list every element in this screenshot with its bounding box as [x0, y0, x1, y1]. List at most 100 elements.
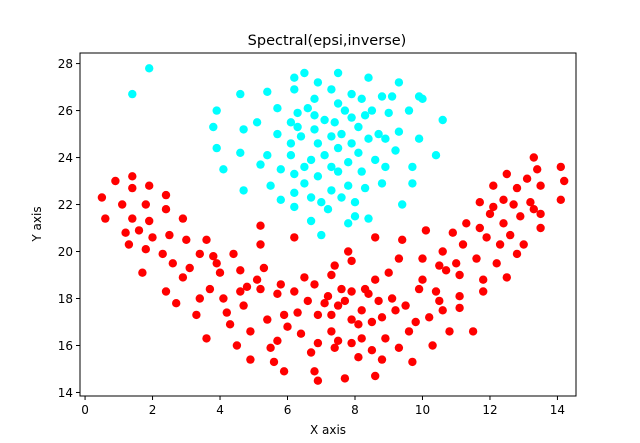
data-point-1-59 [279, 310, 289, 320]
data-point-0-2 [209, 122, 218, 132]
data-point-1-67 [306, 348, 316, 357]
data-point-1-56 [273, 336, 282, 345]
data-point-1-144 [489, 181, 498, 190]
data-point-0-37 [310, 94, 319, 104]
y-tick-label: 26 [58, 104, 73, 118]
data-point-1-103 [377, 313, 387, 322]
y-tick-label: 16 [58, 339, 73, 353]
data-point-1-15 [148, 233, 157, 242]
data-point-1-37 [222, 308, 231, 317]
data-point-0-79 [374, 129, 383, 139]
y-tick-label: 22 [58, 198, 73, 212]
data-point-0-76 [364, 214, 373, 223]
data-point-0-54 [333, 68, 343, 78]
data-point-0-30 [300, 162, 309, 172]
data-point-1-28 [195, 249, 204, 259]
data-point-0-10 [252, 118, 262, 127]
data-point-1-121 [431, 287, 441, 296]
data-point-1-3 [118, 200, 127, 209]
data-point-0-85 [387, 92, 397, 101]
data-point-0-69 [354, 148, 363, 157]
data-point-1-130 [455, 292, 464, 301]
data-point-0-19 [286, 118, 296, 127]
data-point-1-140 [479, 287, 488, 296]
data-point-0-6 [236, 89, 245, 99]
data-point-1-163 [536, 209, 545, 219]
data-point-1-107 [391, 306, 400, 315]
data-point-0-91 [408, 162, 417, 172]
data-point-0-60 [344, 158, 353, 167]
data-point-0-72 [360, 183, 370, 193]
data-point-0-43 [317, 230, 326, 240]
data-point-0-67 [350, 212, 360, 221]
data-point-1-5 [124, 240, 134, 249]
data-point-0-63 [347, 113, 356, 122]
data-point-1-149 [502, 273, 511, 282]
data-point-1-43 [239, 301, 248, 310]
data-point-0-51 [327, 186, 336, 195]
data-point-1-96 [367, 346, 377, 355]
data-point-1-137 [475, 198, 484, 207]
data-point-1-146 [495, 240, 505, 249]
data-point-1-101 [374, 296, 383, 306]
data-point-0-56 [333, 167, 343, 176]
data-point-1-151 [506, 230, 515, 240]
data-point-0-86 [391, 146, 400, 155]
data-point-0-78 [371, 155, 380, 165]
series-1 [97, 153, 569, 385]
data-point-1-49 [256, 240, 265, 249]
data-point-1-77 [327, 270, 336, 280]
data-point-1-71 [313, 338, 323, 348]
data-point-1-38 [225, 320, 235, 329]
data-point-1-125 [438, 306, 447, 315]
data-point-0-20 [286, 139, 296, 148]
data-point-1-104 [381, 334, 390, 343]
data-point-1-126 [441, 266, 451, 275]
data-point-1-21 [168, 259, 177, 268]
x-tick-label: 6 [284, 403, 292, 417]
data-point-0-44 [317, 198, 326, 207]
data-point-0-64 [347, 139, 356, 148]
plot-frame [79, 52, 577, 397]
data-point-0-83 [381, 162, 390, 172]
data-point-0-80 [377, 92, 387, 101]
data-point-1-8 [128, 214, 137, 223]
data-point-0-66 [350, 198, 360, 207]
data-point-0-49 [327, 132, 336, 141]
data-point-0-84 [384, 108, 393, 118]
data-point-1-153 [512, 249, 522, 259]
data-point-1-54 [269, 357, 279, 367]
data-point-1-106 [387, 294, 397, 303]
data-point-1-128 [448, 228, 457, 237]
x-tick-label: 8 [351, 403, 359, 417]
data-point-0-38 [310, 111, 319, 120]
data-point-1-147 [499, 195, 508, 204]
data-point-1-27 [192, 310, 201, 320]
data-point-0-9 [239, 186, 248, 195]
data-point-1-145 [492, 259, 501, 268]
data-point-1-117 [418, 254, 427, 263]
data-point-0-47 [323, 205, 333, 214]
data-point-0-92 [408, 179, 417, 188]
data-point-1-78 [330, 343, 339, 352]
data-point-1-50 [256, 284, 265, 294]
data-point-1-110 [398, 235, 407, 244]
data-point-0-59 [340, 106, 350, 115]
data-point-0-24 [290, 188, 299, 197]
data-point-1-108 [394, 254, 404, 263]
data-point-1-22 [172, 299, 181, 308]
data-point-1-80 [333, 336, 343, 345]
data-point-0-14 [266, 181, 275, 190]
data-point-1-26 [185, 263, 194, 273]
data-point-0-21 [286, 151, 296, 160]
data-point-1-48 [256, 221, 265, 230]
data-point-0-88 [394, 127, 404, 136]
data-point-1-40 [232, 341, 242, 350]
y-tick-label: 20 [58, 245, 73, 259]
data-point-1-73 [320, 299, 329, 308]
data-point-0-13 [263, 151, 272, 160]
data-point-1-148 [499, 219, 508, 228]
data-point-1-86 [347, 256, 356, 266]
